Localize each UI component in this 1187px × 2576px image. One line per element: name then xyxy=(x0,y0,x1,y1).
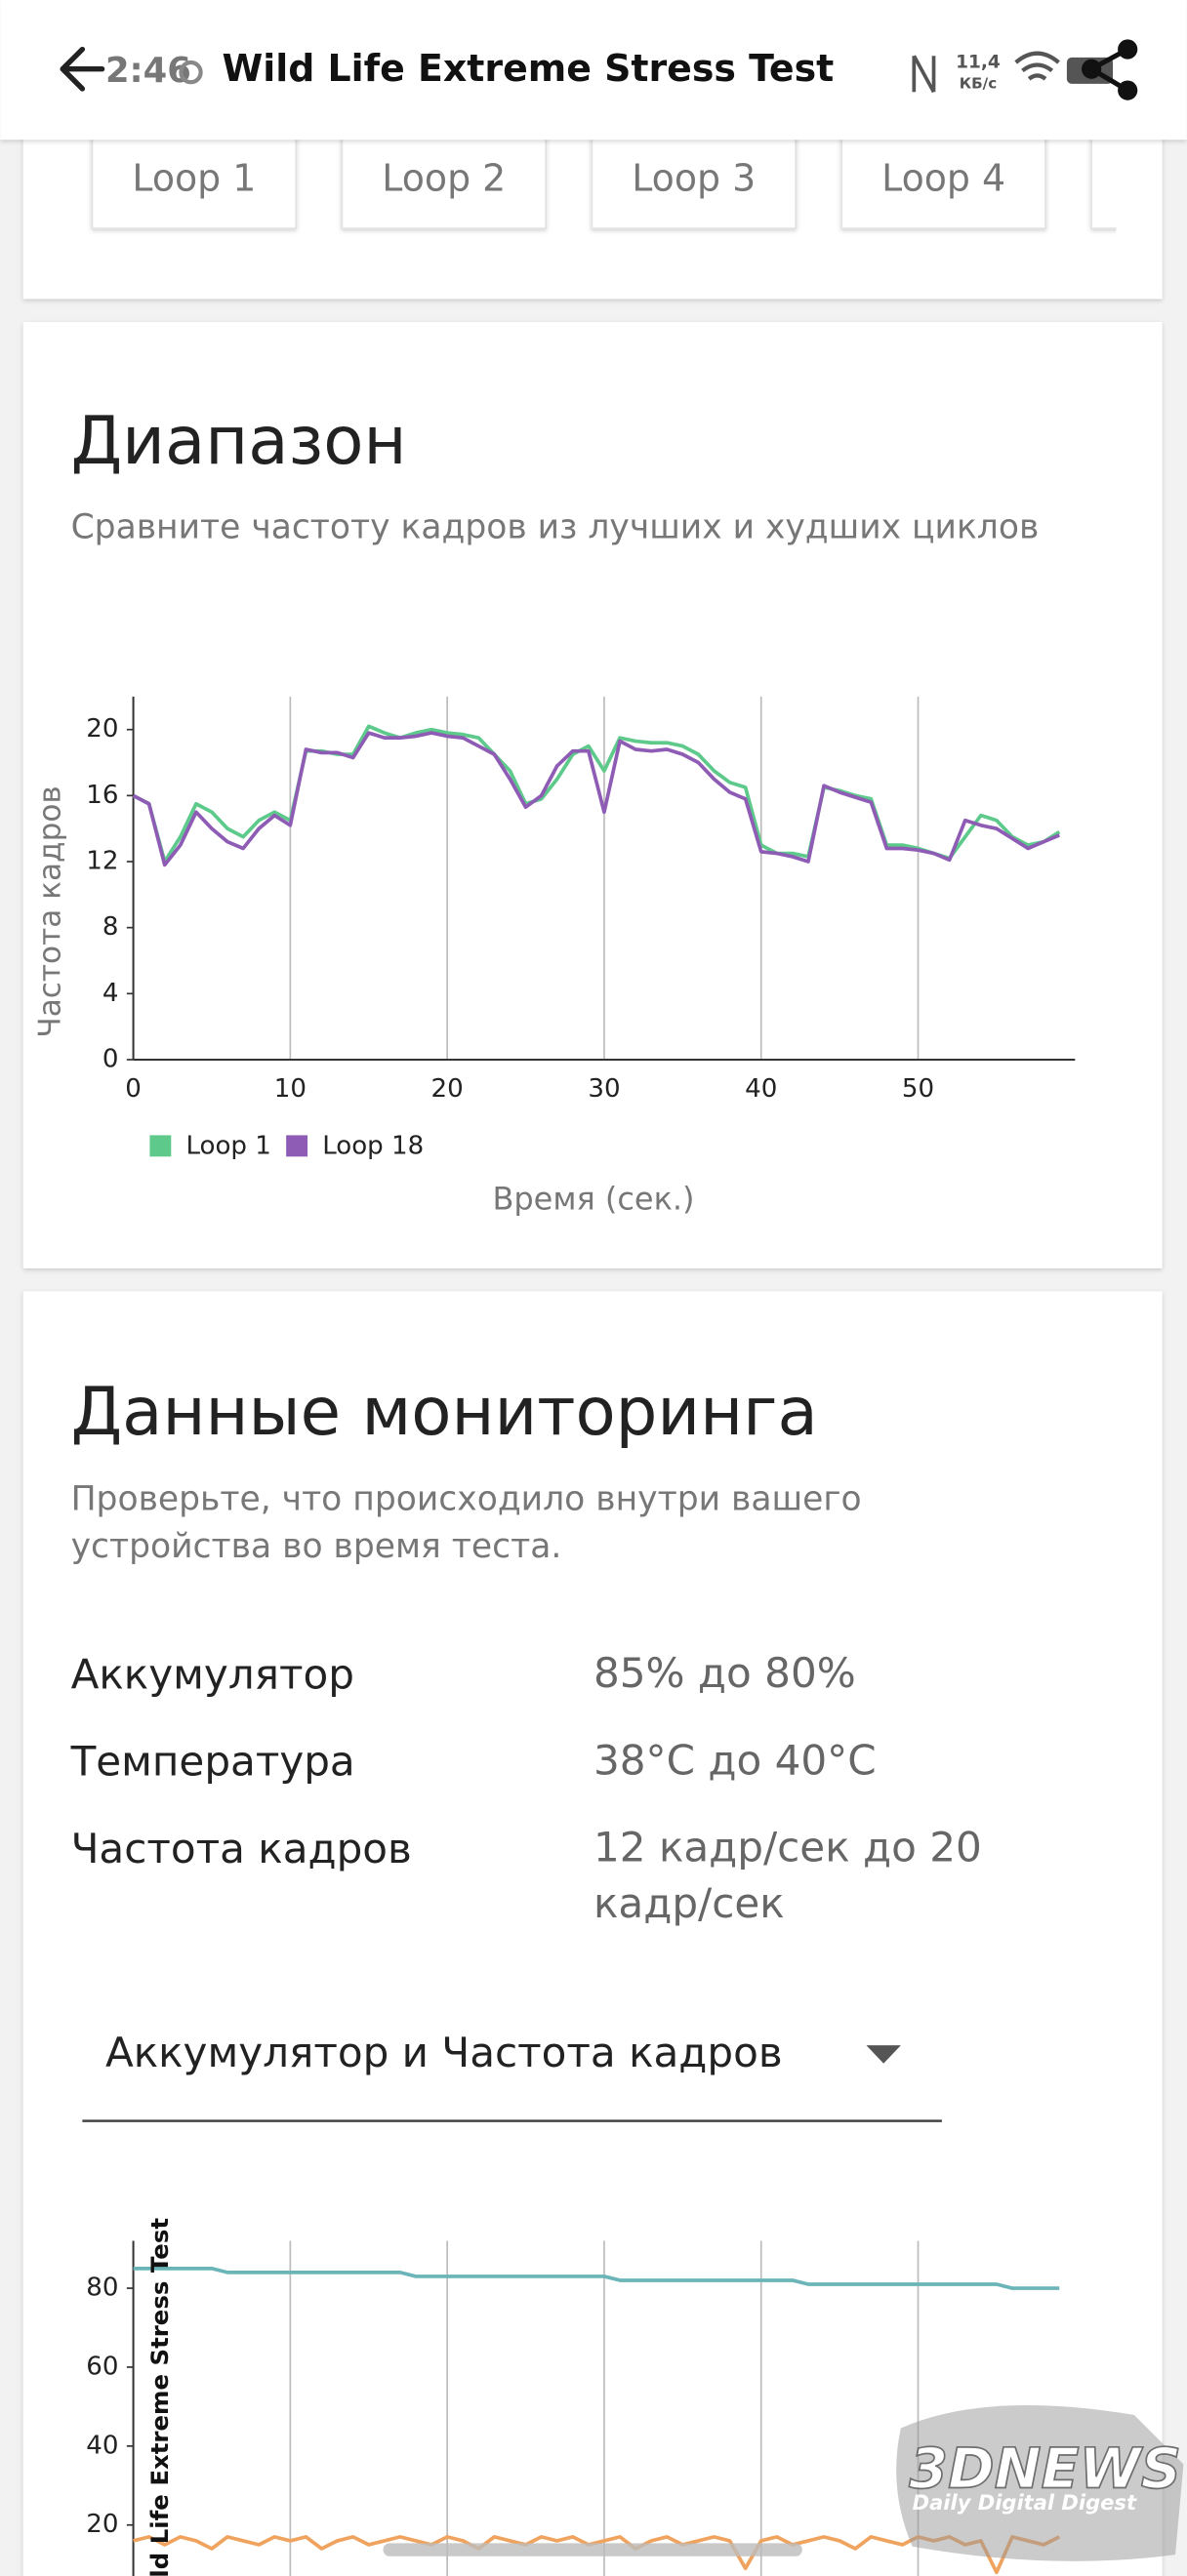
y-tick-label: 16 xyxy=(86,781,118,810)
watermark: 3DNEWS Daily Digital Digest xyxy=(896,2405,1184,2561)
stat-value: 85% до 80% xyxy=(594,1649,856,1698)
stat-value-box: 12 кадр/сек до 20 кадр/сек xyxy=(594,1823,982,1927)
series-line xyxy=(133,2266,1060,2290)
section-title: Диапазон xyxy=(71,402,407,479)
monitoring-chart: 020406080Wild Life Extreme Stress Test xyxy=(86,2218,1061,2576)
loop-tab-label[interactable]: Loop 1 xyxy=(132,157,256,200)
share-button[interactable] xyxy=(1082,39,1138,101)
stat-value: 12 кадр/сек до 20 кадр/сек xyxy=(594,1823,982,1927)
range-chart: 0 10 20 30 40 50 0 4 8 12 16 20 Частота кадров Время … xyxy=(32,696,1076,1218)
y-axis-label: Wild Life Extreme Stress Test xyxy=(145,2218,174,2576)
status-time: 2:46 xyxy=(105,51,191,91)
loop-tab[interactable] xyxy=(341,132,548,229)
loop-tab[interactable] xyxy=(1090,132,1187,229)
watermark-tagline: Daily Digital Digest xyxy=(913,2490,1137,2515)
legend-label: Loop 18 xyxy=(322,1132,424,1161)
y-tick-label: 0 xyxy=(102,1044,119,1073)
loop-tab-label[interactable]: Loop 2 xyxy=(382,157,506,200)
nfc-icon xyxy=(912,55,936,94)
section-subtitle: Проверьте, что происходило внутри вашего… xyxy=(70,1478,862,1566)
y-tick-label: 8 xyxy=(102,912,119,942)
loop-tab-label[interactable]: Loop 3 xyxy=(632,157,756,200)
stats: Аккумулятор 85% до 80% Температура 38°C до … xyxy=(70,1649,982,1927)
chart-selector[interactable]: Аккумулятор и Частота кадров xyxy=(82,2029,942,2122)
network-speed: 11,4 xyxy=(956,52,1001,72)
loop-tab-label[interactable]: Loop 4 xyxy=(881,157,1005,200)
stat-label: Аккумулятор xyxy=(71,1651,354,1699)
x-tick-label: 30 xyxy=(588,1074,620,1104)
app-title: Wild Life Extreme Stress Test xyxy=(222,47,834,90)
back-button[interactable] xyxy=(60,46,105,92)
x-tick-label: 10 xyxy=(274,1074,307,1104)
range-card xyxy=(22,322,1163,1268)
legend-swatch xyxy=(286,1135,308,1157)
legend-swatch xyxy=(149,1135,172,1157)
scroll-indicator xyxy=(383,2543,802,2556)
stat-value: 38°C до 40°C xyxy=(594,1736,877,1785)
dropdown-value[interactable]: Аккумулятор и Частота кадров xyxy=(105,2029,783,2076)
x-tick-label: 0 xyxy=(125,1074,142,1104)
legend-label: Loop 1 xyxy=(185,1132,270,1161)
dropdown-arrow[interactable] xyxy=(866,2045,901,2064)
x-axis-label: Время (сек.) xyxy=(492,1181,694,1218)
y-tick-label: 40 xyxy=(86,2431,118,2460)
wifi-icon xyxy=(1014,51,1060,81)
y-tick-label: 4 xyxy=(102,979,119,1008)
loop-tabs: Loop 1 Loop 2 Loop 3 Loop 4 xyxy=(91,132,1187,229)
y-tick-label: 20 xyxy=(86,714,118,744)
y-tick-label: 12 xyxy=(86,847,118,876)
monitoring-card xyxy=(22,1291,1163,2576)
watermark-logo: 3DNEWS xyxy=(909,2437,1181,2502)
stat-value-box: 38°C до 40°C xyxy=(594,1736,877,1785)
stat-label: Частота кадров xyxy=(71,1825,412,1872)
stat-value-box: 85% до 80% xyxy=(594,1649,856,1698)
series-line xyxy=(133,2535,1061,2575)
x-tick-label: 40 xyxy=(745,1074,777,1104)
y-tick-label: 20 xyxy=(86,2510,118,2539)
x-tick-label: 50 xyxy=(902,1074,934,1104)
loop-tab[interactable] xyxy=(591,132,797,229)
y-tick-label: 80 xyxy=(86,2274,118,2303)
loop-tab[interactable] xyxy=(840,132,1046,229)
series-line xyxy=(132,731,1060,867)
app-bar xyxy=(0,0,1187,141)
subtitle-box: Проверьте, что происходило внутри вашего… xyxy=(70,1478,862,1566)
network-unit: КБ/с xyxy=(960,74,997,92)
x-tick-label: 20 xyxy=(431,1074,464,1104)
y-axis-label: Частота кадров xyxy=(32,785,67,1037)
y-tick-label: 60 xyxy=(86,2352,118,2381)
series-line xyxy=(132,724,1061,864)
section-title: Данные мониторинга xyxy=(71,1373,818,1450)
settings-icon xyxy=(179,60,203,85)
loop-tab[interactable] xyxy=(91,132,298,229)
stat-label: Температура xyxy=(70,1738,355,1786)
section-subtitle: Сравните частоту кадров из лучших и худш… xyxy=(71,508,1040,547)
